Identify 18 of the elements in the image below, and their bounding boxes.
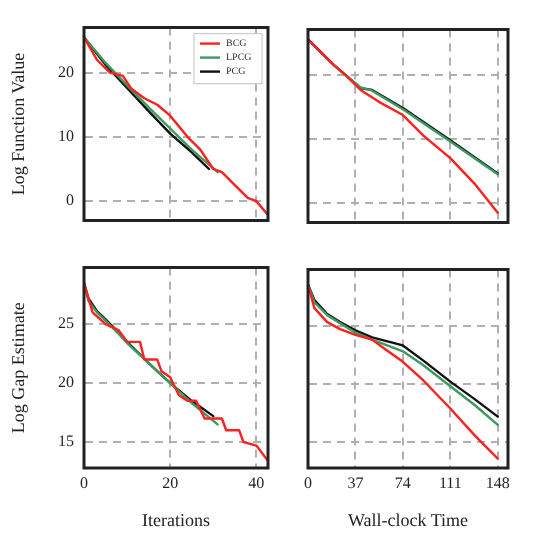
x-tick-label: 37 [347,473,364,492]
x-tick-label: 111 [438,473,462,492]
y-tick-label: 20 [58,62,74,81]
y-tick-label: 15 [58,432,74,451]
y-tick-label: 0 [66,191,74,210]
y-axis-title: Log Gap Estimate [7,302,28,434]
x-tick-label: 148 [485,473,510,492]
x-tick-label: 0 [80,473,88,492]
x-tick-label: 74 [394,473,411,492]
x-tick-label: 40 [248,473,265,492]
x-tick-label: 20 [162,473,179,492]
y-tick-label: 20 [58,373,74,392]
x-axis-title: Iterations [142,509,211,530]
y-axis-title: Log Function Value [7,52,28,196]
y-tick-label: 25 [58,314,74,333]
x-tick-label: 0 [304,473,312,492]
x-axis-title: Wall-clock Time [347,509,469,530]
y-tick-label: 10 [58,127,74,146]
